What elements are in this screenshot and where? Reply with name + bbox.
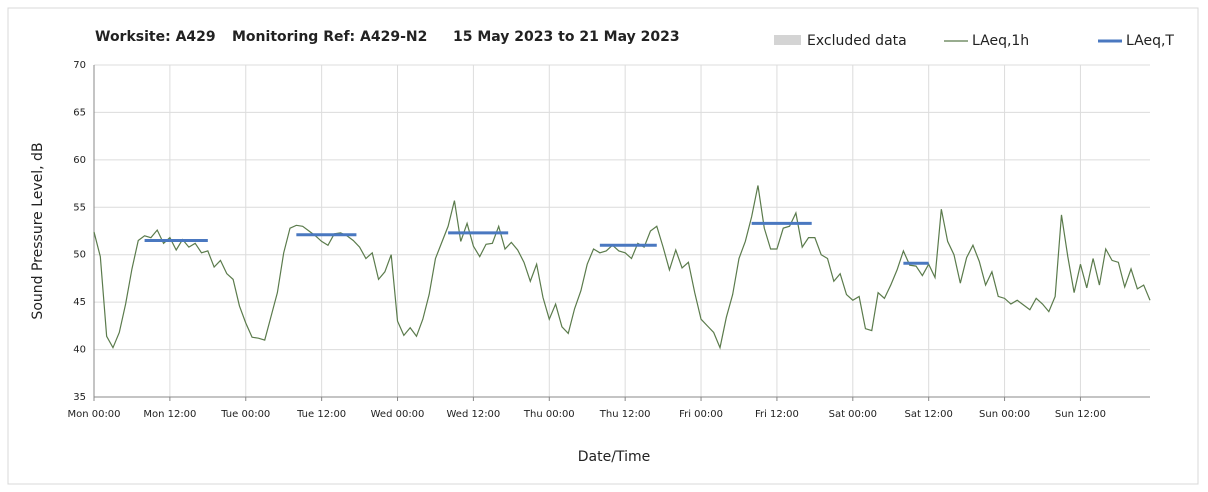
y-tick-label: 65 [73,107,86,118]
y-tick-label: 60 [73,155,86,166]
chart-border [7,7,1199,485]
title-worksite: Worksite: A429 [95,29,216,45]
y-tick-label: 70 [73,60,86,71]
x-tick-label: Thu 00:00 [523,409,575,420]
x-tick-label: Sun 12:00 [1055,409,1106,420]
legend-label: LAeq,T [1126,33,1174,49]
x-tick-label: Sat 12:00 [904,409,952,420]
x-tick-label: Tue 12:00 [296,409,346,420]
y-tick-label: 35 [73,392,86,403]
x-tick-label: Wed 12:00 [446,409,500,420]
legend-label: LAeq,1h [972,33,1029,49]
x-tick-label: Sun 00:00 [979,409,1030,420]
title-dates: 15 May 2023 to 21 May 2023 [453,29,680,45]
x-tick-label: Mon 12:00 [143,409,196,420]
x-tick-label: Wed 00:00 [371,409,425,420]
x-tick-label: Thu 12:00 [599,409,651,420]
x-tick-label: Mon 00:00 [67,409,120,420]
legend-label: Excluded data [807,33,907,49]
x-axis-title: Date/Time [578,449,650,465]
x-tick-label: Fri 00:00 [679,409,723,420]
x-tick-label: Fri 12:00 [755,409,799,420]
series-line [93,185,1151,350]
y-tick-label: 55 [73,202,86,213]
y-tick-label: 50 [73,250,86,261]
y-axis-title: Sound Pressure Level, dB [30,142,46,319]
legend-swatch [774,35,801,45]
title-ref: Monitoring Ref: A429-N2 [232,29,427,45]
y-tick-label: 40 [73,345,86,356]
x-tick-label: Tue 00:00 [220,409,270,420]
x-tick-label: Sat 00:00 [829,409,877,420]
y-tick-label: 45 [73,297,86,308]
